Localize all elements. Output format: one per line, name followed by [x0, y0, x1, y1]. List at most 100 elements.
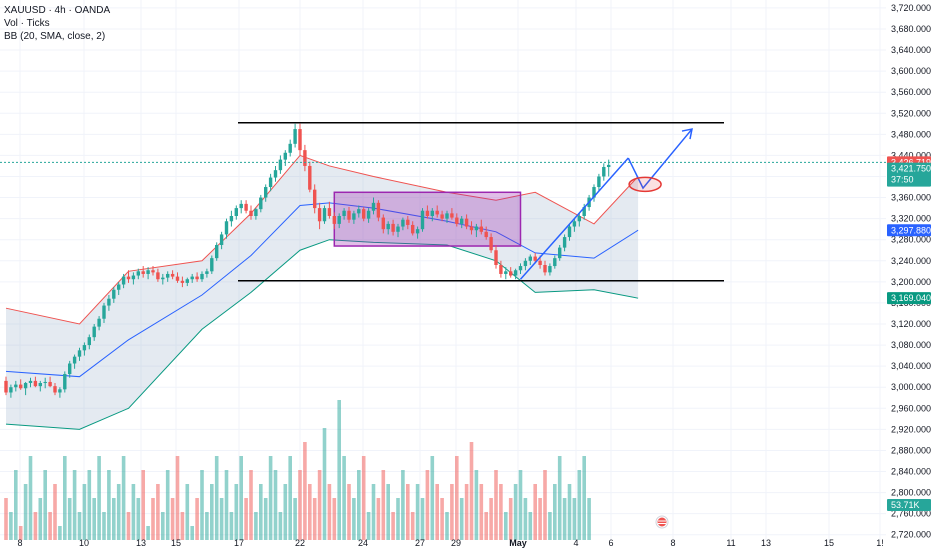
trend-line[interactable]	[519, 157, 629, 280]
candle-body	[156, 272, 160, 280]
volume-bar	[136, 498, 141, 540]
volume-bar	[572, 498, 577, 540]
candle-body	[592, 187, 596, 198]
candle-body	[254, 209, 258, 216]
price-tick-label: 3,360.000	[891, 193, 931, 203]
volume-bar	[548, 512, 552, 540]
candle-body	[293, 129, 297, 144]
candle-body	[509, 271, 513, 276]
price-tick-label: 3,680.000	[891, 24, 931, 34]
price-tick-label: 3,280.000	[891, 235, 931, 245]
candle-body	[9, 387, 13, 393]
price-tick-label: 3,120.000	[891, 319, 931, 329]
volume-bar	[410, 512, 415, 540]
volume-bar	[161, 512, 165, 540]
time-tick-label: 4	[573, 538, 578, 548]
price-tick-label: 2,920.000	[891, 424, 931, 434]
bb-lower-tag-label: 3,169.040	[891, 293, 931, 303]
candle-body	[53, 386, 57, 393]
volume-bar	[92, 498, 96, 540]
volume-bar	[543, 470, 547, 540]
volume-bar	[156, 484, 160, 540]
volume-bar	[48, 512, 52, 540]
price-tick-label: 2,960.000	[891, 403, 931, 413]
time-tick-label: 13	[136, 538, 146, 548]
time-tick-label: 11	[726, 538, 735, 548]
candle-body	[126, 276, 131, 280]
candle-body	[415, 229, 420, 234]
volume-bar	[28, 456, 33, 540]
volume-bar	[112, 498, 116, 540]
ask-price-tag-label: 3,426.719	[891, 157, 931, 167]
volume-bar	[533, 484, 537, 540]
volume-bar	[254, 512, 258, 540]
volume-bar	[391, 512, 395, 540]
time-tick-label: 24	[358, 538, 368, 548]
volume-bar	[190, 526, 194, 540]
candle-body	[117, 284, 121, 290]
projection-arrow[interactable]	[627, 128, 693, 190]
time-tick-label: 6	[608, 538, 613, 548]
price-axis-bg	[886, 0, 932, 550]
price-tick-label: 2,840.000	[891, 467, 931, 477]
candle-body	[499, 264, 503, 274]
candle-body	[381, 217, 385, 230]
candle-body	[136, 271, 140, 276]
volume-bar	[484, 512, 488, 540]
volume-bar	[567, 484, 572, 540]
volume-bar	[518, 470, 523, 540]
volume-bar	[283, 484, 288, 540]
volume-bar	[376, 498, 381, 540]
volume-bar	[107, 470, 111, 540]
volume-bar	[435, 484, 439, 540]
candle-body	[219, 234, 224, 245]
volume-bar	[58, 526, 62, 540]
time-tick-label: 17	[234, 538, 244, 548]
candle-body	[567, 226, 572, 238]
candle-body	[469, 226, 474, 231]
volume-bar	[175, 456, 180, 540]
volume-bar	[494, 470, 498, 540]
candle-body	[435, 210, 439, 215]
volume-bar	[121, 456, 126, 540]
volume-bar	[180, 512, 185, 540]
candle-body	[362, 209, 366, 219]
volume-bar	[97, 456, 101, 540]
time-tick-label: May	[509, 538, 527, 548]
volume-bar	[185, 484, 190, 540]
candle-body	[494, 250, 498, 265]
volume-bar	[43, 470, 47, 540]
symbol-legend[interactable]: XAUUSD · 4h · OANDA	[4, 5, 111, 16]
price-tick-label: 3,600.000	[891, 66, 931, 76]
candle-body	[450, 213, 454, 218]
volume-bar	[131, 484, 136, 540]
time-tick-label: 22	[295, 538, 305, 548]
candle-body	[523, 260, 528, 267]
candle-body	[146, 270, 150, 274]
target-ellipse[interactable]	[628, 176, 662, 193]
bb-basis-tag-label: 3,297.880	[891, 225, 931, 235]
candle-body	[19, 384, 23, 389]
candle-body	[538, 260, 542, 265]
volume-bar	[102, 512, 106, 540]
time-tick-label: 27	[415, 538, 425, 548]
volume-legend[interactable]: Vol · Ticks	[4, 18, 50, 29]
candle-body	[406, 219, 410, 225]
candle-body	[582, 207, 586, 216]
last-price-label: 3,421.750	[891, 164, 931, 174]
candle-body	[474, 226, 479, 231]
volume-bar	[459, 498, 464, 540]
candle-body	[577, 216, 581, 222]
volume-bar	[332, 498, 337, 540]
time-tick-label: 1!	[876, 538, 884, 548]
candle-body	[558, 247, 562, 259]
candle-body	[166, 273, 170, 278]
candle-body	[518, 266, 523, 271]
bollinger-legend[interactable]: BB (20, SMA, close, 2)	[4, 31, 106, 42]
candle-body	[170, 273, 175, 277]
candle-body	[357, 209, 361, 214]
volume-bar	[577, 470, 582, 540]
candle-body	[366, 210, 371, 219]
